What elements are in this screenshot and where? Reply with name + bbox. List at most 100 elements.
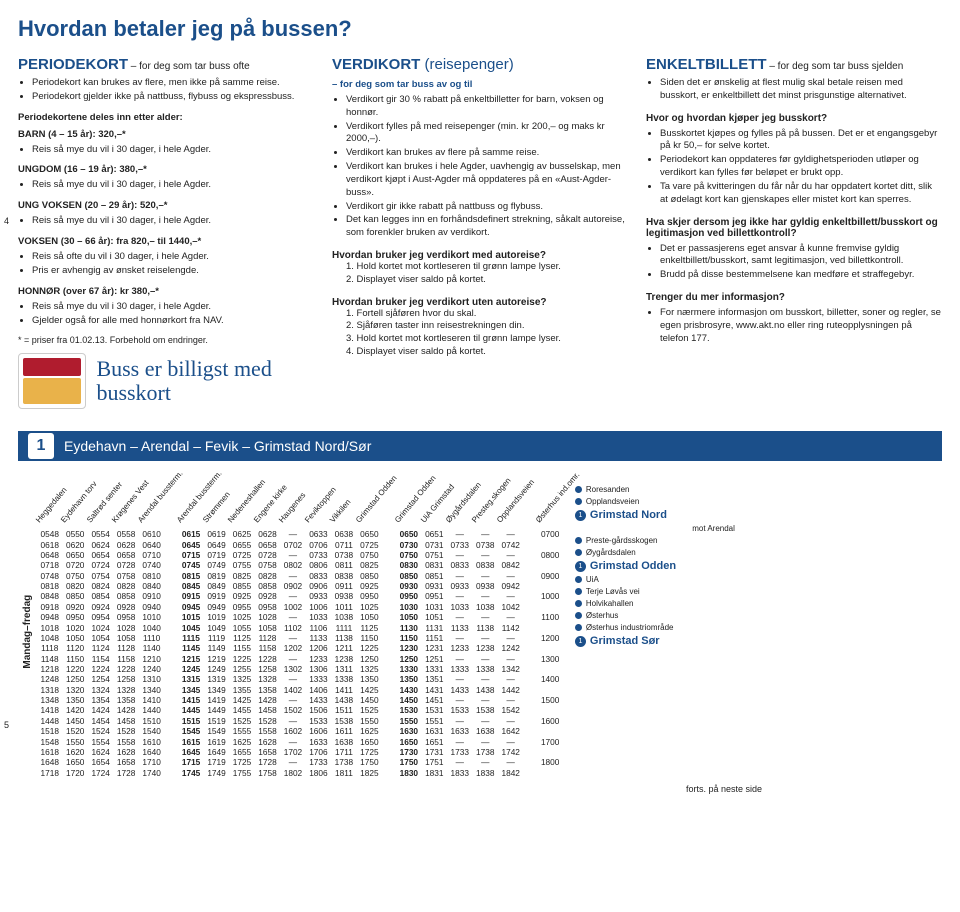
periodekort-footnote: * = priser fra 01.02.13. Forbehold om en…: [18, 335, 314, 345]
cell: [523, 591, 537, 601]
cell: 1058: [255, 623, 280, 633]
cell: 0740: [139, 560, 164, 570]
info-columns: PERIODEKORT – for deg som tar buss ofte …: [18, 56, 942, 409]
cell: 1125: [357, 623, 382, 633]
table-row: 144814501454145815101515151915251528—153…: [37, 716, 563, 726]
map-stop: Østerhus: [575, 611, 735, 620]
cell: —: [280, 695, 305, 705]
step: 3. Hold kortet mot kortleseren til grønn…: [346, 333, 628, 346]
cell: 1711: [331, 747, 356, 757]
cell: 1242: [498, 643, 523, 653]
cell: 1210: [139, 654, 164, 664]
cell: 1358: [113, 695, 138, 705]
cell: 1351: [422, 674, 447, 684]
cell: 0731: [422, 540, 447, 550]
cell: [523, 685, 537, 695]
text-item: Ta vare på kvitteringen du får når du ha…: [660, 181, 942, 207]
route-name: Eydehavn – Arendal – Fevik – Grimstad No…: [64, 438, 371, 454]
table-row: 0818082008240828084008450849085508580902…: [37, 581, 563, 591]
cell: 1050: [62, 633, 87, 643]
cell: 0928: [255, 591, 280, 601]
cell: —: [280, 633, 305, 643]
cell: [523, 571, 537, 581]
cell: 1654: [88, 757, 113, 767]
cell: 0650: [357, 529, 382, 539]
cell: —: [447, 591, 472, 601]
cell: 1733: [306, 757, 331, 767]
cell: 1450: [357, 695, 382, 705]
cell: 0925: [229, 591, 254, 601]
cell: 0849: [204, 581, 229, 591]
cell: 0725: [229, 550, 254, 560]
cell: 1033: [447, 602, 472, 612]
cell: [382, 550, 396, 560]
cell: 1233: [306, 654, 331, 664]
cell: 1424: [88, 705, 113, 715]
cell: 0915: [178, 591, 203, 601]
cell: 0728: [113, 560, 138, 570]
cell: 1558: [113, 737, 138, 747]
cell: 1040: [139, 623, 164, 633]
table-row: 1618162016241628164016451649165516581702…: [37, 747, 563, 757]
cell: [523, 705, 537, 715]
cell: 1520: [62, 726, 87, 736]
cell: 1802: [280, 768, 305, 778]
cell: 1200: [537, 633, 562, 643]
cell: [537, 643, 562, 653]
cell: 1720: [62, 768, 87, 778]
cell: 1800: [537, 757, 562, 767]
cell: 0828: [113, 581, 138, 591]
cell: —: [447, 529, 472, 539]
cell: 1133: [447, 623, 472, 633]
cell: 1445: [178, 705, 203, 715]
verdikort-list: Verdikort gir 30 % rabatt på enkeltbille…: [346, 94, 628, 240]
cell: 1548: [37, 737, 62, 747]
enkelt-head-text: ENKELTBILLETT: [646, 56, 767, 73]
text-item: Periodekort gjelder ikke på nattbuss, fl…: [32, 91, 314, 104]
cell: [523, 654, 537, 664]
cell: 1406: [306, 685, 331, 695]
cell: 1054: [88, 633, 113, 643]
text-item: Reis så mye du vil i 30 dager, i hele Ag…: [32, 215, 314, 228]
cell: 1438: [473, 685, 498, 695]
cell: 1250: [357, 654, 382, 664]
step: 1. Hold kortet mot kortleseren til grønn…: [346, 261, 628, 274]
cell: [382, 705, 396, 715]
cell: —: [280, 716, 305, 726]
cell: 0706: [306, 540, 331, 550]
cell: [164, 550, 178, 560]
cell: 1350: [357, 674, 382, 684]
cell: [537, 560, 562, 570]
cell: —: [447, 550, 472, 560]
cell: 1718: [37, 768, 62, 778]
cell: 0738: [473, 540, 498, 550]
cell: 1102: [280, 623, 305, 633]
cell: 1402: [280, 685, 305, 695]
cell: 1250: [396, 654, 421, 664]
cell: 1738: [331, 757, 356, 767]
cell: 1220: [62, 664, 87, 674]
cell: 0802: [280, 560, 305, 570]
cell: 1640: [139, 747, 164, 757]
cell: 0918: [37, 602, 62, 612]
text-item: Reis så mye du vil i 30 dager, i hele Ag…: [32, 301, 314, 314]
cell: 1325: [229, 674, 254, 684]
cell: 1550: [62, 737, 87, 747]
cell: —: [447, 633, 472, 643]
cell: 1340: [139, 685, 164, 695]
cell: 1055: [229, 623, 254, 633]
cell: [164, 737, 178, 747]
cell: 1442: [498, 685, 523, 695]
cell: 0655: [229, 540, 254, 550]
cell: 0950: [62, 612, 87, 622]
text-item: Siden det er ønskelig at flest mulig ska…: [660, 77, 942, 103]
cell: 1428: [255, 695, 280, 705]
cell: [382, 540, 396, 550]
cell: 1650: [357, 737, 382, 747]
cell: [523, 695, 537, 705]
cell: —: [473, 529, 498, 539]
cell: [164, 591, 178, 601]
cell: 0948: [37, 612, 62, 622]
cell: 1749: [204, 768, 229, 778]
cell: [164, 685, 178, 695]
